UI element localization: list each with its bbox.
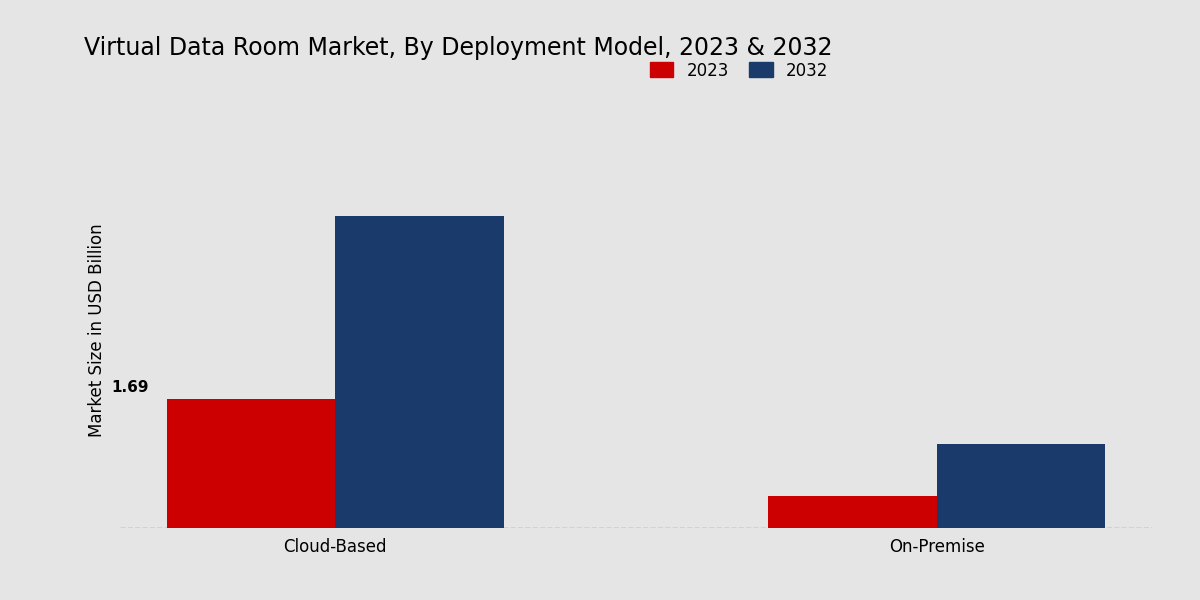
Legend: 2023, 2032: 2023, 2032 <box>642 53 836 88</box>
Text: Virtual Data Room Market, By Deployment Model, 2023 & 2032: Virtual Data Room Market, By Deployment … <box>84 36 833 60</box>
Bar <box>768 496 937 528</box>
Bar <box>937 444 1105 528</box>
Y-axis label: Market Size in USD Billion: Market Size in USD Billion <box>88 223 106 437</box>
Bar <box>335 216 504 528</box>
Text: 1.69: 1.69 <box>112 380 149 395</box>
Bar <box>167 400 335 528</box>
